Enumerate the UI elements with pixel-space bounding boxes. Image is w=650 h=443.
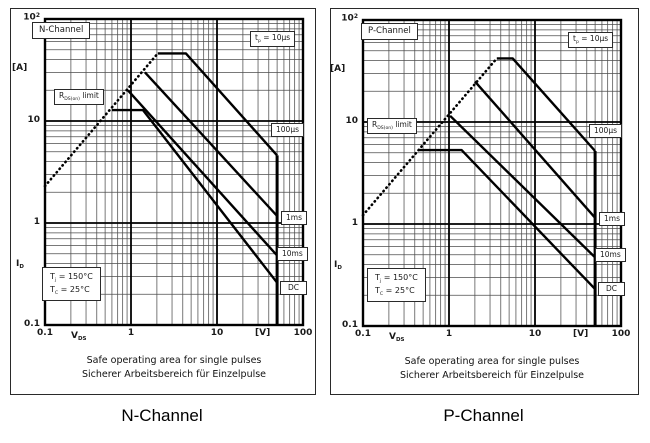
n-channel-soa-chart <box>43 17 305 327</box>
x-axis-label: VDS <box>389 332 405 344</box>
channel-label: P-Channel <box>361 23 418 41</box>
pulse-width-label: tp = 10µs <box>568 32 614 49</box>
soa-curve-rds-on-limit <box>361 57 499 217</box>
x-tick-100: 100 <box>293 328 313 338</box>
y-tick-100: 102 <box>341 13 358 24</box>
condition-tj: Tj = 150°C <box>375 273 418 285</box>
soa-curve-100-s <box>473 80 597 219</box>
y-tick-1: 1 <box>33 217 40 227</box>
x-tick-1: 1 <box>445 329 453 339</box>
curve-label-10ms: 10ms <box>277 247 308 261</box>
soa-curve-10ms-dc <box>418 148 596 290</box>
n-channel-plot-area: 102 10 1 0.1 [A] ID 0.1 1 10 100 VDS [V]… <box>12 12 312 380</box>
x-tick-10: 10 <box>210 328 224 338</box>
p-channel-plot-area: 102 10 1 0.1 [A] ID 0.1 1 10 100 VDS [V]… <box>330 13 630 381</box>
curve-label-1ms: 1ms <box>599 212 625 226</box>
x-axis-unit: [V] <box>573 329 589 339</box>
curve-label-100us: 100µs <box>589 124 622 138</box>
curve-label-10ms: 10ms <box>595 248 626 262</box>
y-tick-1: 1 <box>351 218 358 228</box>
y-tick-10: 10 <box>27 115 40 125</box>
curve-label-dc: DC <box>598 282 626 296</box>
y-tick-10: 10 <box>345 116 358 126</box>
caption-en: Safe operating area for single pulses <box>404 356 580 367</box>
x-axis-unit: [V] <box>255 328 271 338</box>
y-tick-0.1: 0.1 <box>24 319 40 329</box>
condition-tc: TC = 25°C <box>375 286 415 298</box>
n-channel-soa-figure: 102 10 1 0.1 [A] ID 0.1 1 10 100 VDS [V]… <box>10 8 316 395</box>
conditions-label: Tj = 150°C TC = 25°C <box>42 267 101 302</box>
caption-en: Safe operating area for single pulses <box>86 355 262 366</box>
soa-curve-1ms <box>127 89 278 257</box>
p-channel-soa-chart <box>361 18 623 328</box>
caption-de: Sicherer Arbeitsbereich für Einzelpulse <box>399 370 585 381</box>
conditions-label: Tj = 150°C TC = 25°C <box>367 268 426 303</box>
p-channel-soa-figure: 102 10 1 0.1 [A] ID 0.1 1 10 100 VDS [V]… <box>330 8 639 395</box>
x-tick-1: 1 <box>127 328 135 338</box>
soa-curve-tp-10-s <box>157 52 278 157</box>
soa-curve-100-s <box>144 71 278 217</box>
soa-curve-1ms <box>449 114 596 259</box>
y-axis-unit: [A] <box>330 64 346 74</box>
x-axis-label: VDS <box>71 331 87 343</box>
plot-border <box>361 18 623 328</box>
plot-border <box>43 17 305 327</box>
x-tick-0.1: 0.1 <box>37 328 53 338</box>
p-channel-title: P-Channel <box>443 406 524 425</box>
rdson-limit-label: RDS(on) limit <box>367 118 417 135</box>
condition-tj: Tj = 150°C <box>50 272 93 284</box>
soa-curve-10ms-dc <box>111 108 279 284</box>
y-axis-label: ID <box>334 260 342 272</box>
curve-label-1ms: 1ms <box>281 211 307 225</box>
condition-tc: TC = 25°C <box>50 285 90 297</box>
soa-curve-tp-10-s <box>496 57 596 152</box>
curve-label-dc: DC <box>280 281 308 295</box>
rdson-limit-label: RDS(on) limit <box>54 89 104 106</box>
x-tick-10: 10 <box>528 329 542 339</box>
channel-label: N-Channel <box>32 22 91 40</box>
soa-curve-rds-on-limit <box>43 52 160 188</box>
y-tick-100: 102 <box>23 12 40 23</box>
n-channel-title: N-Channel <box>121 406 203 425</box>
curve-label-100us: 100µs <box>271 123 304 137</box>
x-tick-0.1: 0.1 <box>355 329 371 339</box>
pulse-width-label: tp = 10µs <box>250 31 296 48</box>
y-tick-0.1: 0.1 <box>342 320 358 330</box>
y-axis-label: ID <box>16 259 24 271</box>
caption-de: Sicherer Arbeitsbereich für Einzelpulse <box>81 369 267 380</box>
y-axis-unit: [A] <box>12 63 28 73</box>
x-tick-100: 100 <box>611 329 631 339</box>
